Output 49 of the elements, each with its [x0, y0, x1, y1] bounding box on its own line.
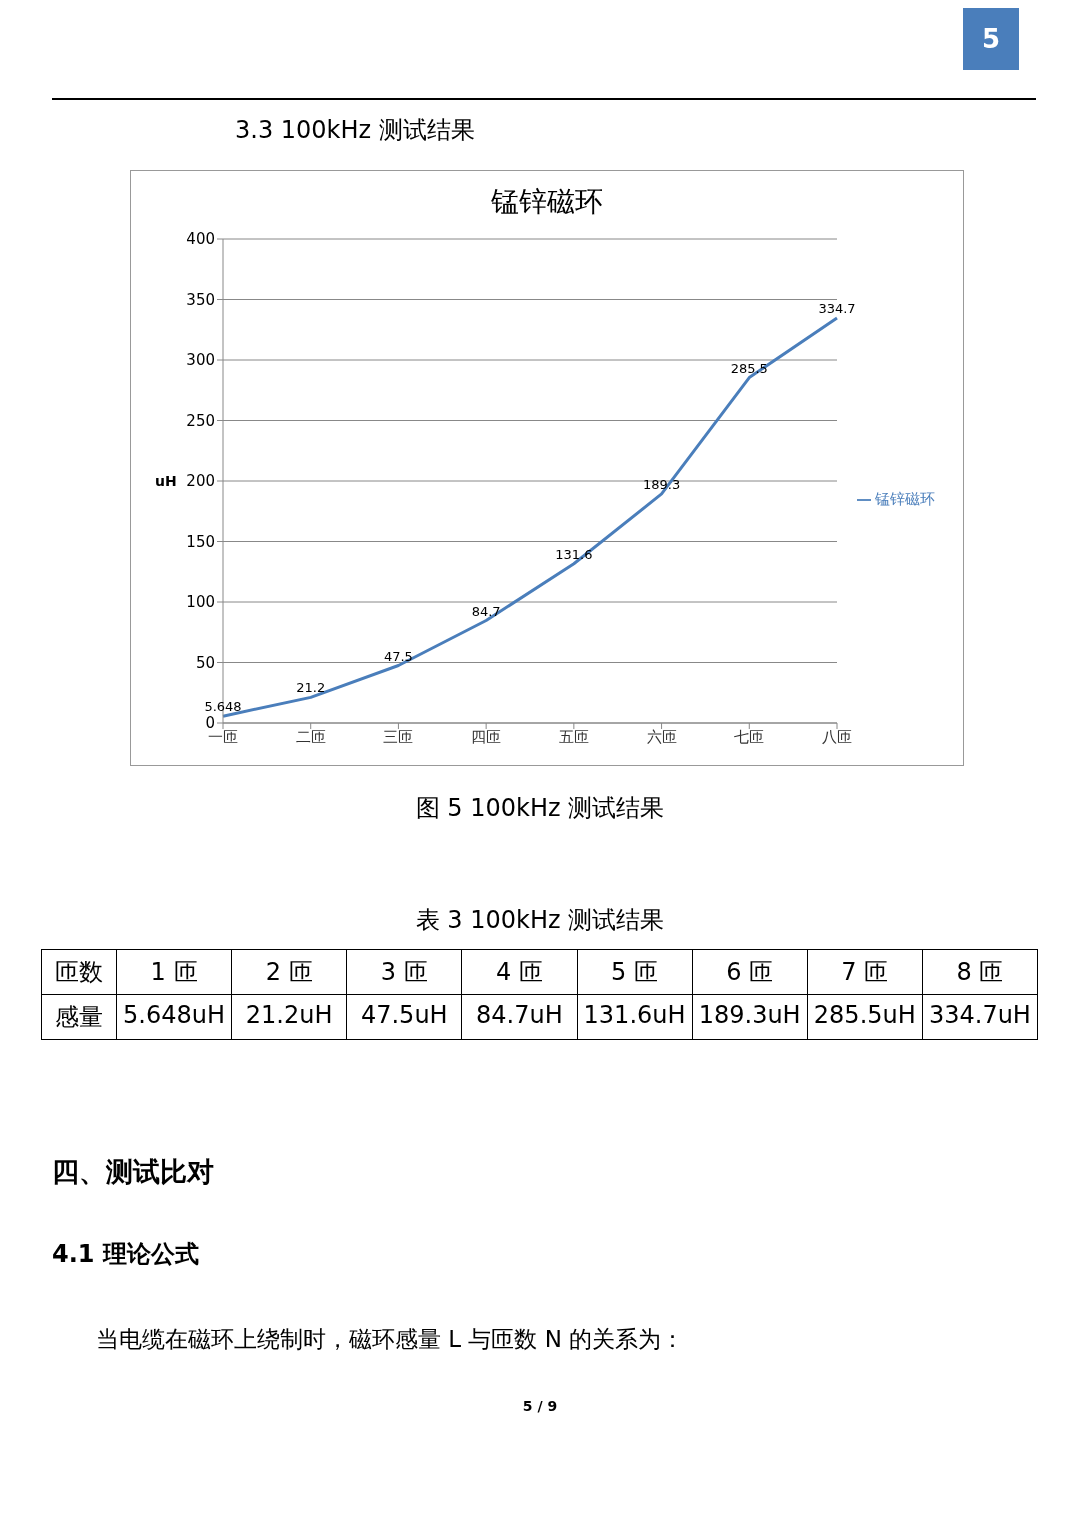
text: 2 匝: [231, 949, 348, 995]
text: 47.5uH: [346, 994, 463, 1040]
x-tick-label: 二匝: [295, 727, 326, 746]
data-label: 5.648: [204, 699, 242, 715]
x-tick-label: 六匝: [646, 727, 677, 746]
text: 189.3uH: [691, 994, 808, 1040]
text: 4.1 理论公式: [52, 1239, 199, 1270]
text: 匝数: [41, 949, 117, 995]
text: 5 匝: [576, 949, 693, 995]
chart-title: 锰锌磁环: [490, 184, 604, 220]
x-tick-label: 五匝: [558, 727, 589, 746]
y-tick-label: 250: [186, 411, 215, 430]
text: 4 匝: [461, 949, 578, 995]
y-tick-label: 150: [186, 532, 215, 551]
caption: 图 5 100kHz 测试结果: [414, 793, 666, 824]
text: 5 / 9: [521, 1398, 559, 1414]
y-tick-label: 200: [186, 472, 215, 491]
text: 21.2uH: [231, 994, 348, 1040]
text: 8 匝: [921, 949, 1038, 995]
text: 感量: [41, 994, 117, 1040]
text: 6 匝: [691, 949, 808, 995]
y-tick-label: 100: [186, 593, 215, 612]
text: 84.7uH: [461, 994, 578, 1040]
x-tick-label: 八匝: [822, 727, 852, 746]
x-tick-label: 四匝: [471, 727, 502, 746]
text: 当电缆在磁环上绕制时，磁环感量 L 与匝数 N 的关系为：: [96, 1325, 685, 1354]
text: 3.3 100kHz 测试结果: [235, 115, 475, 146]
text: 5: [963, 8, 1019, 70]
y-tick-label: 50: [195, 653, 215, 672]
text: 1 匝: [116, 949, 233, 995]
data-label: 21.2: [296, 680, 326, 696]
y-tick-label: 350: [186, 290, 215, 309]
text: 3 匝: [346, 949, 463, 995]
legend-label: 锰锌磁环: [875, 489, 935, 508]
x-tick-label: 三匝: [383, 727, 414, 746]
text: 131.6uH: [576, 994, 693, 1040]
data-label: 47.5: [383, 648, 413, 664]
y-tick-label: 300: [186, 351, 215, 370]
data-label: 84.7: [471, 603, 501, 619]
text: 表 3 100kHz 测试结果: [414, 905, 666, 936]
text: 334.7uH: [921, 994, 1038, 1040]
y-axis-title: uH: [155, 473, 177, 489]
y-tick-label: 400: [186, 230, 215, 249]
text: 5.648uH: [116, 994, 233, 1040]
data-label: 334.7: [818, 301, 856, 317]
text: 四、测试比对: [52, 1155, 214, 1189]
x-tick-label: 七匝: [734, 727, 765, 746]
text: 7 匝: [806, 949, 923, 995]
text: 285.5uH: [806, 994, 923, 1040]
